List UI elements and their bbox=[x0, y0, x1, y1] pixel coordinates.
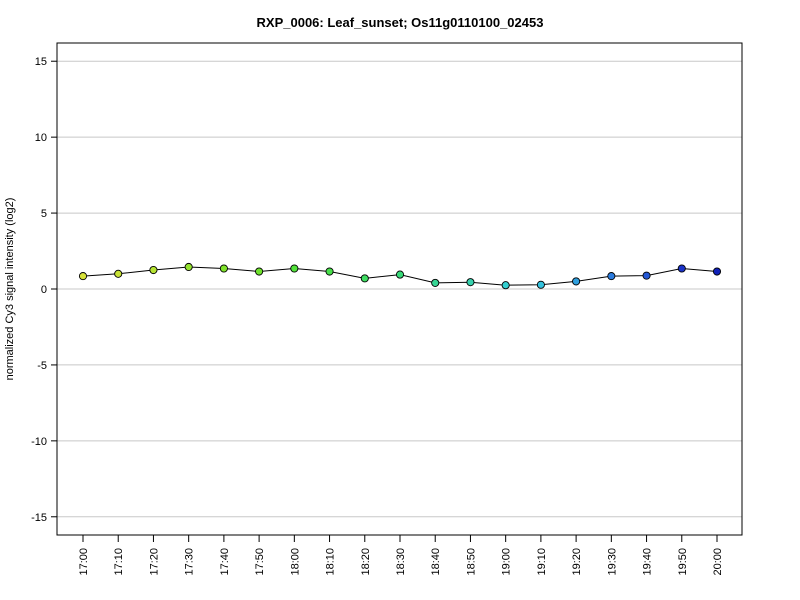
x-tick-label: 19:30 bbox=[606, 548, 618, 576]
y-tick-label: 0 bbox=[41, 284, 47, 296]
x-tick-label: 18:30 bbox=[395, 548, 407, 576]
x-tick-label: 19:10 bbox=[536, 548, 548, 576]
x-tick-label: 17:30 bbox=[184, 548, 196, 576]
data-point bbox=[431, 278, 440, 287]
x-tick-label: 19:20 bbox=[571, 548, 583, 576]
x-tick-label: 20:00 bbox=[712, 548, 724, 576]
y-tick-label: 5 bbox=[41, 208, 47, 220]
grid-lines bbox=[57, 60, 742, 518]
data-point bbox=[255, 267, 264, 276]
data-point bbox=[114, 269, 123, 278]
x-tick-label: 17:00 bbox=[78, 548, 90, 576]
data-point bbox=[325, 267, 334, 276]
y-tick-label: 10 bbox=[35, 132, 47, 144]
plot-frame bbox=[56, 42, 743, 536]
data-point bbox=[149, 265, 158, 275]
data-point bbox=[712, 267, 722, 276]
y-tick-label: -5 bbox=[37, 360, 47, 372]
data-point bbox=[572, 277, 581, 286]
data-point bbox=[607, 272, 616, 281]
data-point bbox=[466, 278, 475, 287]
y-tick-label: 15 bbox=[35, 56, 47, 68]
x-tick-label: 17:40 bbox=[219, 548, 231, 576]
y-axis-label: normalized Cy3 signal intensity (log2) bbox=[4, 198, 16, 381]
x-tick-label: 17:50 bbox=[254, 548, 266, 576]
series-points-group bbox=[78, 262, 722, 290]
data-point bbox=[78, 272, 88, 281]
data-point bbox=[219, 264, 228, 273]
x-tick-label: 18:40 bbox=[430, 548, 442, 576]
x-tick-label: 19:00 bbox=[501, 548, 513, 576]
y-tick-label: -15 bbox=[31, 512, 47, 524]
data-point bbox=[290, 264, 299, 273]
data-point bbox=[642, 271, 651, 280]
data-point bbox=[677, 264, 686, 273]
data-point bbox=[536, 280, 545, 289]
x-tick-label: 18:00 bbox=[289, 548, 301, 576]
x-tick-label: 19:50 bbox=[677, 548, 689, 576]
x-tick-label: 18:20 bbox=[360, 548, 372, 576]
x-tick-label: 19:40 bbox=[642, 548, 654, 576]
x-tick-label: 17:10 bbox=[113, 548, 125, 576]
x-tick-label: 18:10 bbox=[325, 548, 337, 576]
data-point bbox=[395, 270, 405, 279]
x-tick-label: 18:50 bbox=[465, 548, 477, 576]
data-point bbox=[360, 274, 369, 283]
y-axis: -15 -10 -5 0 5 10 15 bbox=[31, 43, 58, 535]
data-point bbox=[501, 281, 510, 290]
y-tick-label: -10 bbox=[31, 436, 47, 448]
x-axis: 17:00 17:10 17:20 17:30 17:40 17:50 18:00 18:10… bbox=[78, 535, 724, 576]
chart-title: RXP_0006: Leaf_sunset; Os11g0110100_0245… bbox=[257, 15, 544, 30]
x-tick-label: 17:20 bbox=[148, 548, 160, 576]
data-point bbox=[184, 262, 193, 272]
